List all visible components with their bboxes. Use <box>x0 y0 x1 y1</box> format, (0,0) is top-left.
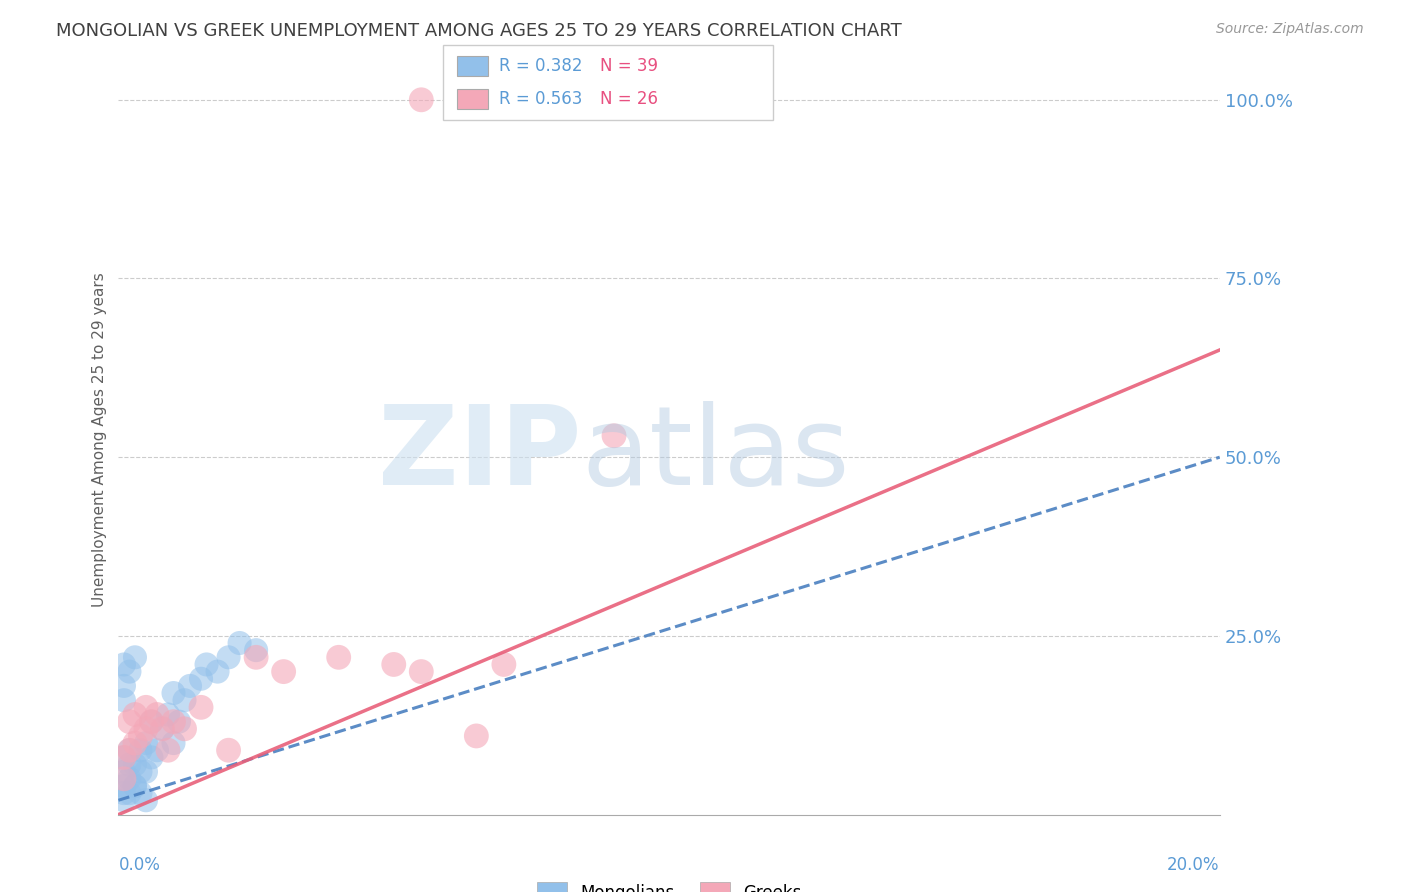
Point <box>112 750 135 764</box>
Point <box>118 665 141 679</box>
Point <box>218 650 240 665</box>
Point <box>492 657 515 672</box>
Point <box>129 743 152 757</box>
Point <box>382 657 405 672</box>
Point <box>112 793 135 807</box>
Point <box>129 764 152 779</box>
Point <box>124 779 146 793</box>
Point <box>135 722 157 736</box>
Point <box>135 793 157 807</box>
Point <box>112 786 135 800</box>
Point <box>228 636 250 650</box>
Point <box>118 757 141 772</box>
Text: R = 0.382: R = 0.382 <box>499 57 582 75</box>
Point <box>112 750 135 764</box>
Point <box>173 693 195 707</box>
Point <box>135 700 157 714</box>
Point <box>195 657 218 672</box>
Point <box>152 722 174 736</box>
Text: atlas: atlas <box>581 401 849 508</box>
Point <box>112 772 135 786</box>
Point <box>603 428 626 442</box>
Point <box>124 736 146 750</box>
Text: R = 0.563: R = 0.563 <box>499 90 582 108</box>
Point <box>135 736 157 750</box>
Text: 20.0%: 20.0% <box>1167 855 1220 874</box>
Point <box>129 729 152 743</box>
Point <box>190 672 212 686</box>
Point <box>118 786 141 800</box>
Point <box>167 714 190 729</box>
Point <box>207 665 229 679</box>
Text: MONGOLIAN VS GREEK UNEMPLOYMENT AMONG AGES 25 TO 29 YEARS CORRELATION CHART: MONGOLIAN VS GREEK UNEMPLOYMENT AMONG AG… <box>56 22 903 40</box>
Point <box>118 743 141 757</box>
Point <box>124 707 146 722</box>
Point <box>124 757 146 772</box>
Point <box>411 665 433 679</box>
Y-axis label: Unemployment Among Ages 25 to 29 years: Unemployment Among Ages 25 to 29 years <box>93 272 107 607</box>
Point <box>112 693 135 707</box>
Point <box>245 650 267 665</box>
Point <box>156 707 179 722</box>
Text: N = 39: N = 39 <box>600 57 658 75</box>
Point <box>162 686 184 700</box>
Text: ZIP: ZIP <box>378 401 581 508</box>
Point <box>173 722 195 736</box>
Point <box>112 779 135 793</box>
Point <box>146 707 169 722</box>
Point <box>112 679 135 693</box>
Text: 0.0%: 0.0% <box>118 855 160 874</box>
Point <box>118 743 141 757</box>
Point <box>141 750 163 764</box>
Legend: Mongolians, Greeks: Mongolians, Greeks <box>530 875 808 892</box>
Point <box>118 772 141 786</box>
Point <box>152 722 174 736</box>
Point <box>190 700 212 714</box>
Point <box>411 93 433 107</box>
Point <box>124 650 146 665</box>
Point <box>245 643 267 657</box>
Point <box>162 714 184 729</box>
Text: Source: ZipAtlas.com: Source: ZipAtlas.com <box>1216 22 1364 37</box>
Point <box>156 743 179 757</box>
Point <box>218 743 240 757</box>
Point <box>141 714 163 729</box>
Point <box>141 714 163 729</box>
Point <box>135 764 157 779</box>
Point <box>328 650 350 665</box>
Point <box>124 779 146 793</box>
Point <box>129 786 152 800</box>
Point <box>465 729 488 743</box>
Point <box>112 764 135 779</box>
Point <box>179 679 201 693</box>
Point <box>273 665 295 679</box>
Text: N = 26: N = 26 <box>600 90 658 108</box>
Point <box>118 714 141 729</box>
Point <box>146 743 169 757</box>
Point <box>112 657 135 672</box>
Point <box>162 736 184 750</box>
